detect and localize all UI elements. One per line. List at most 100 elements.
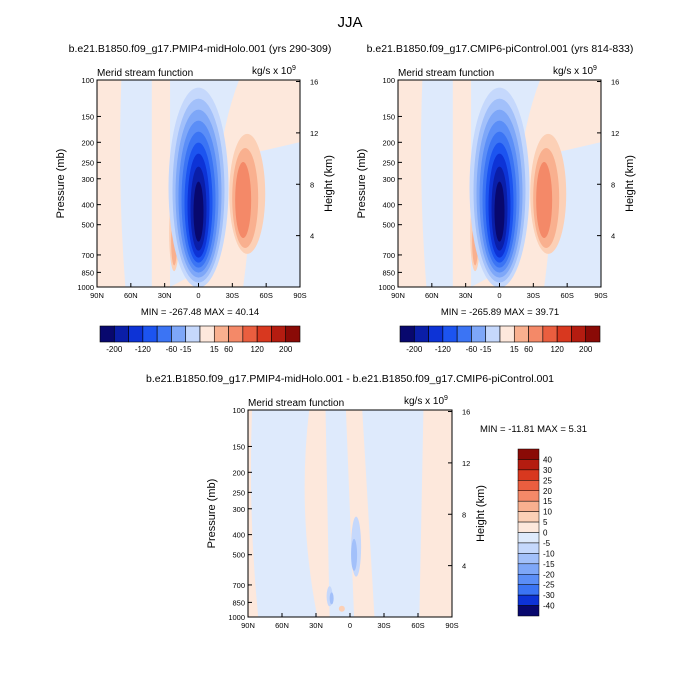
y-right-tick-label: 16 [310, 78, 318, 87]
x-tick-label: 90N [391, 291, 405, 300]
colorbar-label: 25 [543, 476, 552, 485]
colorbar-label: -60 [466, 345, 478, 354]
colorbar-label: -120 [135, 345, 152, 354]
colorbar-label: 15 [210, 345, 219, 354]
colorbar-label: 20 [543, 487, 552, 496]
x-tick-label: 30S [527, 291, 540, 300]
colorbar-box [142, 325, 158, 343]
x-tick-label: 90N [241, 621, 255, 630]
y-tick-label: 100 [81, 76, 94, 85]
colorbar-box [499, 325, 515, 343]
units-label: kg/s x 109 [553, 65, 597, 77]
y-axis-title-right: Height (km) [624, 155, 636, 212]
colorbar-box [256, 325, 272, 343]
y-tick-label: 500 [232, 551, 245, 560]
y-tick-label: 150 [81, 112, 94, 121]
y-tick-label: 500 [81, 221, 94, 230]
colorbar-label: -10 [543, 549, 555, 558]
y-tick-label: 300 [232, 505, 245, 514]
colorbar-box [413, 325, 429, 343]
colorbar-box [528, 325, 544, 343]
colorbar-box [471, 325, 487, 343]
y-tick-label: 300 [382, 175, 395, 184]
colorbar-box [456, 325, 472, 343]
x-tick-label: 60N [124, 291, 138, 300]
y-right-tick-label: 4 [611, 232, 615, 241]
x-tick-label: 0 [196, 291, 200, 300]
colorbar-box [517, 469, 540, 481]
colorbar-box [285, 325, 301, 343]
colorbar-box [517, 563, 540, 575]
colorbar-label: 15 [543, 497, 552, 506]
units-label: kg/s x 109 [252, 65, 296, 77]
colorbar-label: 0 [543, 529, 548, 538]
colorbar-label: -120 [435, 345, 452, 354]
contour-pos-sh-3 [536, 162, 553, 239]
colorbar-box [542, 325, 558, 343]
colorbar-box [517, 553, 540, 565]
y-tick-label: 700 [382, 251, 395, 260]
y-tick-label: 200 [81, 138, 94, 147]
y-tick-label: 200 [382, 138, 395, 147]
colorbar-box [517, 490, 540, 502]
colorbar-box [517, 448, 540, 460]
y-tick-label: 150 [232, 442, 245, 451]
colorbar-box [517, 480, 540, 491]
x-tick-label: 60N [425, 291, 439, 300]
colorbar-label: 5 [543, 518, 548, 527]
y-tick-label: 300 [81, 175, 94, 184]
y-tick-label: 850 [232, 598, 245, 607]
colorbar-box [517, 584, 540, 596]
colorbar-label: -40 [543, 602, 555, 611]
x-tick-label: 60S [259, 291, 272, 300]
y-tick-label: 700 [81, 251, 94, 260]
colorbar-label: -5 [543, 539, 551, 548]
y-tick-label: 700 [232, 581, 245, 590]
colorbar-label: -15 [543, 560, 555, 569]
panel-2: b.e21.B1850.f09_g17.PMIP4-midHolo.001 - … [146, 373, 554, 630]
y-axis-title: Pressure (mb) [206, 479, 218, 549]
x-tick-label: 30N [158, 291, 172, 300]
y-tick-label: 250 [81, 158, 94, 167]
y-right-tick-label: 4 [462, 562, 466, 571]
y-right-tick-label: 12 [310, 129, 318, 138]
y-right-tick-label: 8 [310, 180, 314, 189]
colorbar-label: 40 [543, 455, 552, 464]
y-tick-label: 500 [382, 221, 395, 230]
colorbar-box [513, 325, 529, 343]
colorbar-box [99, 325, 115, 343]
colorbar-box [271, 325, 287, 343]
colorbar-box [517, 594, 540, 606]
y-tick-label: 1000 [77, 283, 94, 292]
y-right-tick-label: 8 [462, 510, 466, 519]
x-tick-label: 90S [293, 291, 306, 300]
stats-panel-2: MIN = -265.89 MAX = 39.71 [441, 307, 559, 318]
colorbar-box [399, 325, 415, 343]
x-tick-label: 90S [445, 621, 458, 630]
colorbar-label: -25 [543, 581, 555, 590]
x-tick-label: 60S [411, 621, 424, 630]
diff-neg-low-core [329, 592, 334, 605]
y-right-tick-label: 4 [310, 232, 314, 241]
colorbar-box [228, 325, 244, 343]
colorbar-box [571, 325, 587, 343]
colorbar-label: -15 [480, 345, 492, 354]
y-right-tick-label: 16 [611, 78, 619, 87]
run-title: b.e21.B1850.f09_g17.PMIP4-midHolo.001 - … [146, 373, 554, 385]
y-tick-label: 1000 [378, 283, 395, 292]
colorbar-box [517, 605, 540, 617]
contour-neg-nh [120, 80, 152, 287]
y-tick-label: 250 [382, 158, 395, 167]
x-tick-label: 0 [348, 621, 352, 630]
colorbar-label: 15 [510, 345, 519, 354]
colorbar-box [156, 325, 172, 343]
colorbar-label: -15 [180, 345, 192, 354]
colorbar-box [171, 325, 187, 343]
colorbar-box [517, 500, 540, 512]
colorbar-label: 10 [543, 508, 552, 517]
stats-panel-1: MIN = -267.48 MAX = 40.14 [141, 307, 259, 318]
x-tick-label: 60N [275, 621, 289, 630]
y-right-tick-label: 8 [611, 180, 615, 189]
colorbar-label: -200 [406, 345, 423, 354]
